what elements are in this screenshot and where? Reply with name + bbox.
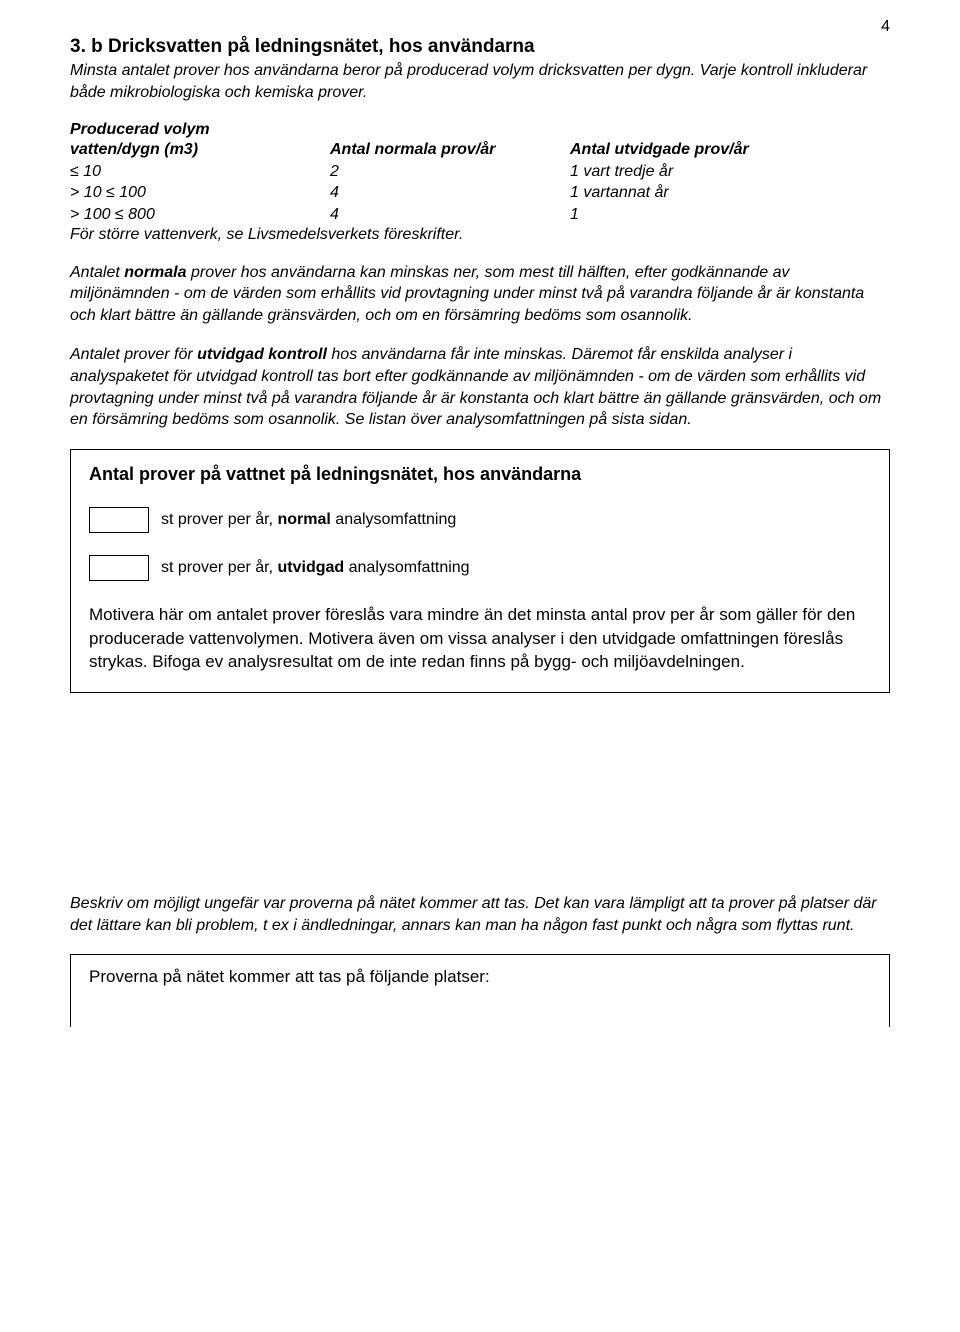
text: Antalet prover för [70, 346, 197, 363]
section-heading: 3. b Dricksvatten på ledningsnätet, hos … [70, 36, 890, 58]
section-intro: Minsta antalet prover hos användarna ber… [70, 60, 890, 103]
bottom-box-text: Proverna på nätet kommer att tas på följ… [89, 967, 490, 986]
bold-text: utvidgad [278, 559, 345, 576]
form-motivation: Motivera här om antalet prover föreslås … [89, 603, 871, 674]
table-header-line1: Producerad volym [70, 121, 890, 139]
bold-text: normala [124, 264, 186, 281]
table-row: > 10 ≤ 100 4 1 vartannat år [70, 182, 890, 204]
table-row: ≤ 10 2 1 vart tredje år [70, 161, 890, 183]
table-col2-header: Antal normala prov/år [330, 139, 570, 161]
table-cell: 1 vart tredje år [570, 161, 890, 183]
table-cell: ≤ 10 [70, 161, 330, 183]
field-label: st prover per år, utvidgad analysomfattn… [161, 559, 470, 577]
form-title: Antal prover på vattnet på ledningsnätet… [89, 464, 871, 485]
bold-text: utvidgad kontroll [197, 346, 327, 363]
below-paragraph: Beskriv om möjligt ungefär var proverna … [70, 893, 890, 936]
table-cell: 1 vartannat år [570, 182, 890, 204]
form-box: Antal prover på vattnet på ledningsnätet… [70, 449, 890, 693]
table-col1-header: vatten/dygn (m3) [70, 139, 330, 161]
table-cell: 4 [330, 182, 570, 204]
text: st prover per år, [161, 511, 278, 528]
table-cell: 2 [330, 161, 570, 183]
field-row-normal: st prover per år, normal analysomfattnin… [89, 507, 871, 533]
paragraph-normala: Antalet normala prover hos användarna ka… [70, 262, 890, 327]
table-col3-header: Antal utvidgade prov/år [570, 139, 890, 161]
bold-text: normal [278, 511, 331, 528]
input-normal-count[interactable] [89, 507, 149, 533]
table-cell: > 100 ≤ 800 [70, 204, 330, 226]
bottom-box: Proverna på nätet kommer att tas på följ… [70, 954, 890, 1027]
field-row-utvidgad: st prover per år, utvidgad analysomfattn… [89, 555, 871, 581]
paragraph-utvidgad: Antalet prover för utvidgad kontroll hos… [70, 344, 890, 430]
table-row: > 100 ≤ 800 4 1 [70, 204, 890, 226]
text: analysomfattning [344, 559, 469, 576]
table-cell: 1 [570, 204, 890, 226]
text: analysomfattning [331, 511, 456, 528]
input-utvidgad-count[interactable] [89, 555, 149, 581]
field-label: st prover per år, normal analysomfattnin… [161, 511, 456, 529]
text: Antalet [70, 264, 124, 281]
page: 4 3. b Dricksvatten på ledningsnätet, ho… [0, 0, 960, 1332]
table-header-row: vatten/dygn (m3) Antal normala prov/år A… [70, 139, 890, 161]
text: st prover per år, [161, 559, 278, 576]
table-note: För större vattenverk, se Livsmedelsverk… [70, 226, 890, 244]
table-cell: > 10 ≤ 100 [70, 182, 330, 204]
page-number: 4 [881, 18, 890, 36]
table-cell: 4 [330, 204, 570, 226]
text: prover hos användarna kan minskas ner, s… [70, 264, 864, 324]
